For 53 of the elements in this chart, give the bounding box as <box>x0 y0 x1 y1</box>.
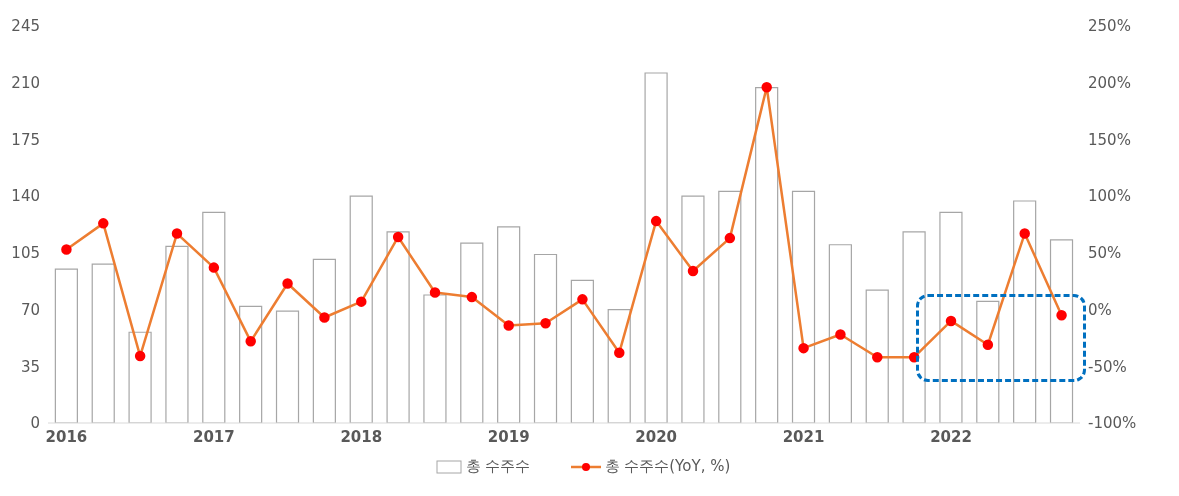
bar <box>91 263 115 423</box>
y2-tick-label: 200% <box>1088 74 1131 93</box>
bar <box>423 294 447 423</box>
bar <box>902 231 926 423</box>
bar <box>128 331 152 423</box>
bar <box>1049 239 1074 423</box>
bar <box>275 310 300 423</box>
bar <box>865 289 889 423</box>
bar <box>939 211 963 423</box>
bar <box>312 258 336 423</box>
bar <box>828 244 852 423</box>
y-tick-label: 140 <box>11 187 40 206</box>
y2-tick-label: 100% <box>1088 187 1131 206</box>
y2-tick-label: -100% <box>1088 414 1137 433</box>
bar <box>718 190 742 423</box>
x-tick-label: 2019 <box>487 427 530 446</box>
bar <box>976 300 1000 423</box>
y2-tick-label: 50% <box>1088 244 1122 263</box>
bar <box>239 305 263 423</box>
y-tick-label: 70 <box>20 300 40 319</box>
y2-tick-label: 250% <box>1088 17 1131 36</box>
bar <box>54 268 78 423</box>
x-tick-label: 2017 <box>192 427 235 446</box>
bar <box>460 242 484 423</box>
bar <box>202 211 226 423</box>
y-tick-label: 35 <box>20 357 40 376</box>
bar <box>570 279 594 423</box>
bar <box>497 226 521 423</box>
x-tick-label: 2021 <box>782 427 825 446</box>
x-tick-label: 2016 <box>45 427 88 446</box>
bar <box>349 195 373 423</box>
y2-tick-label: 150% <box>1088 130 1131 149</box>
bar <box>165 245 189 423</box>
bar <box>533 253 558 423</box>
y2-tick-label: 0% <box>1088 300 1112 319</box>
bar <box>1013 200 1037 423</box>
bar <box>755 86 779 423</box>
y-tick-label: 105 <box>11 244 40 263</box>
y-tick-label: 245 <box>11 17 40 36</box>
y-tick-label: 0 <box>30 414 40 433</box>
x-tick-label: 2020 <box>635 427 678 446</box>
y-tick-label: 210 <box>11 74 40 93</box>
bar <box>681 195 705 423</box>
legend-label: 총 수주수 <box>465 457 531 476</box>
bar <box>607 308 631 423</box>
bar <box>644 72 668 423</box>
y2-tick-label: -50% <box>1088 357 1127 376</box>
x-tick-label: 2018 <box>340 427 383 446</box>
bar <box>386 231 410 423</box>
bar <box>791 190 816 423</box>
y-tick-label: 175 <box>11 130 40 149</box>
x-tick-label: 2022 <box>930 427 972 446</box>
legend-label: 총 수주수(YoY, %) <box>604 457 731 476</box>
